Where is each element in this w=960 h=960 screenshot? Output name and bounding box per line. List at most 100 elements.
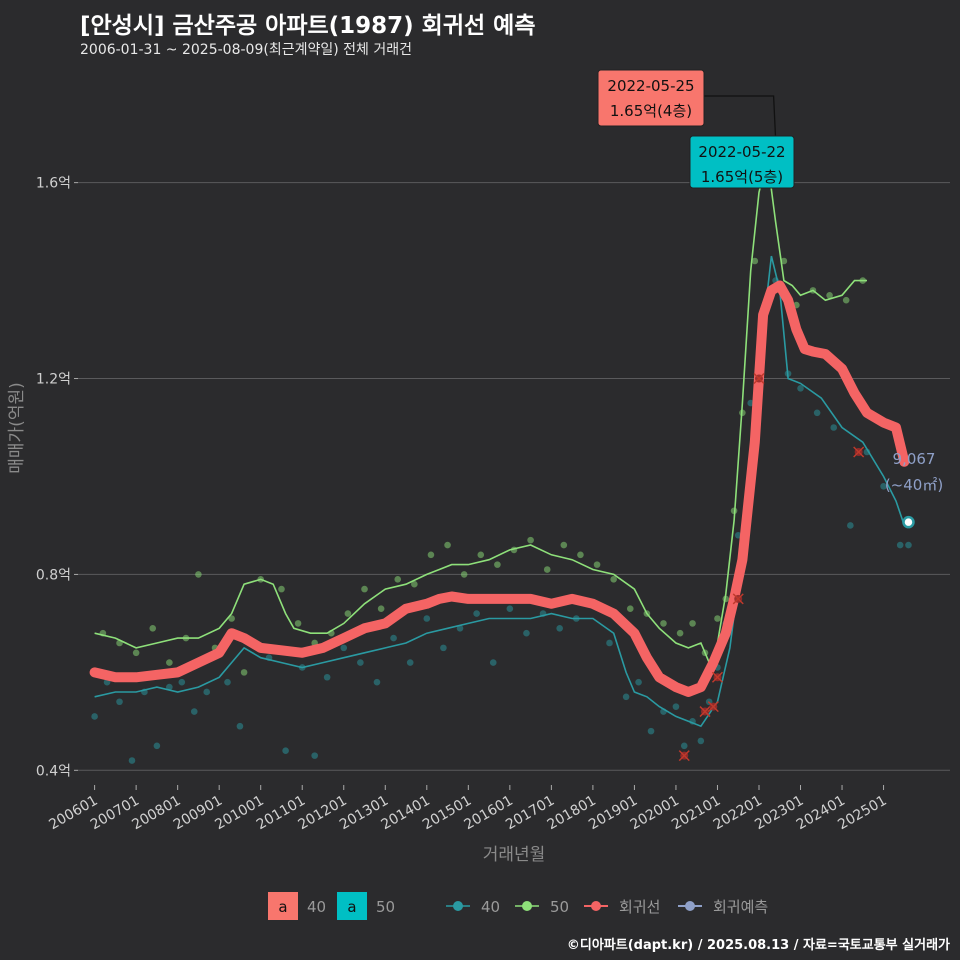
scatter-point-50	[444, 541, 451, 549]
scatter-point-40	[440, 644, 447, 652]
scatter-point-40	[635, 678, 642, 686]
scatter-point-50	[842, 296, 850, 304]
marker-layer	[678, 154, 915, 762]
scatter-point-50	[278, 585, 285, 593]
scatter-point-40	[622, 693, 630, 701]
source-caption: ©디아파트(dapt.kr) / 2025.08.13 / 자료=국토교통부 실…	[566, 938, 950, 953]
y-tick-label: 0.4억	[36, 763, 71, 779]
cancelled-marker	[711, 671, 723, 683]
forecast-point	[902, 515, 915, 529]
scatter-point-40	[91, 713, 98, 720]
end-label: 9,067 (~40㎡)	[885, 450, 943, 494]
scatter-point-40	[116, 698, 123, 706]
scatter-point-40	[153, 742, 161, 750]
scatter-point-50	[294, 620, 302, 627]
cancelled-marker	[732, 593, 744, 605]
legend-line-label-50: 50	[550, 898, 569, 916]
scatter-point-40	[647, 727, 655, 735]
scatter-point-40	[236, 722, 244, 730]
cancelled-marker	[753, 372, 765, 385]
scatter-point-40	[190, 708, 198, 715]
scatter-point-40	[680, 742, 688, 750]
scatter-point-50	[689, 620, 696, 627]
cancelled-marker	[699, 706, 711, 718]
y-tick-label: 1.2억	[36, 372, 71, 388]
scatter-point-40	[224, 678, 231, 686]
scatter-point-50	[344, 610, 352, 617]
scatter-point-40	[896, 541, 904, 549]
legend-line-key-regression-dot	[591, 901, 601, 911]
scatter-point-50	[560, 541, 568, 549]
scatter-point-40	[406, 659, 414, 666]
legend-line-key-50-dot	[522, 901, 532, 911]
scatter-point-40	[166, 683, 173, 691]
annotation-label-40: 2022-05-25 1.65억(4층)	[597, 69, 778, 161]
series-line-50	[94, 158, 867, 665]
annotation-layer: 2022-05-25 1.65억(4층) 2022-05-22 1.65억(5층)	[597, 69, 795, 189]
scatter-point-40	[830, 424, 838, 431]
scatter-point-40	[282, 747, 289, 755]
scatter-point-50	[527, 536, 534, 544]
scatter-point-50	[166, 659, 173, 666]
scatter-point-40	[905, 541, 912, 549]
grid-layer	[78, 182, 950, 771]
y-tick-label: 1.6억	[36, 176, 71, 192]
scatter-point-50	[460, 571, 468, 578]
scatter-point-40	[672, 703, 680, 710]
legend-fill-label-40: 40	[307, 898, 326, 916]
scatter-point-40	[323, 673, 331, 681]
scatter-point-50	[593, 561, 601, 568]
legend: a 40 a 50 40 50 회귀선 회귀예측	[268, 892, 768, 920]
chart-title: [안성시] 금산주공 아파트(1987) 회귀선 예측	[80, 13, 536, 39]
scatter-point-50	[132, 649, 140, 657]
scatter-point-40	[203, 688, 211, 696]
regression-layer	[89, 280, 910, 697]
scatter-point-50	[240, 669, 248, 676]
annotation-box	[689, 135, 795, 189]
scatter-point-50	[394, 576, 402, 583]
regression-line	[89, 280, 910, 697]
scatter-point-40	[423, 615, 431, 622]
scatter-point-40	[373, 678, 381, 686]
cancelled-marker	[707, 701, 719, 713]
scatter-point-50	[149, 624, 157, 632]
x-axis-title: 거래년월	[483, 845, 546, 865]
scatter-point-50	[377, 605, 385, 612]
scatter-point-40	[506, 605, 514, 612]
scatter-point-40	[128, 757, 136, 764]
scatter-point-50	[676, 629, 684, 637]
scatter-point-40	[489, 659, 497, 666]
annotation-date: 2022-05-25	[607, 77, 694, 95]
scatter-point-50	[361, 585, 368, 593]
scatter-point-40	[523, 629, 530, 637]
end-label-area: (~40㎡)	[885, 476, 943, 494]
cancelled-marker	[853, 446, 865, 458]
scatter-point-40	[456, 624, 464, 632]
legend-fill-key-40	[268, 892, 298, 920]
legend-line-key-forecast-dot	[685, 901, 695, 911]
legend-line-key-40-dot	[453, 901, 463, 911]
scatter-point-40	[311, 752, 318, 759]
scatter-point-50	[780, 257, 788, 265]
annotation-label-50: 2022-05-22 1.65억(5층)	[689, 135, 795, 189]
scatter-point-40	[797, 385, 804, 392]
end-label-value: 9,067	[893, 450, 936, 468]
y-axis-title: 매매가(억원)	[7, 382, 27, 473]
axis-layer: 0.4억0.8억1.2억1.6억200601200701200801200901…	[36, 176, 890, 834]
scatter-point-50	[751, 257, 759, 265]
scatter-point-50	[714, 615, 721, 622]
scatter-point-50	[826, 291, 833, 299]
legend-line-label-40: 40	[481, 898, 500, 916]
scatter-point-40	[390, 634, 397, 642]
scatter-point-40	[340, 644, 348, 652]
scatter-point-40	[813, 409, 821, 417]
scatter-point-50	[660, 620, 667, 627]
scatter-point-40	[357, 659, 364, 666]
legend-fill-key-50-letter: a	[347, 898, 356, 916]
scatter-point-50	[411, 580, 418, 588]
scatter-point-40	[847, 522, 854, 529]
scatter-point-40	[178, 678, 186, 686]
legend-fill-label-50: 50	[376, 898, 395, 916]
chart-subtitle: 2006-01-31 ~ 2025-08-09(최근계약일) 전체 거래건	[80, 42, 412, 58]
